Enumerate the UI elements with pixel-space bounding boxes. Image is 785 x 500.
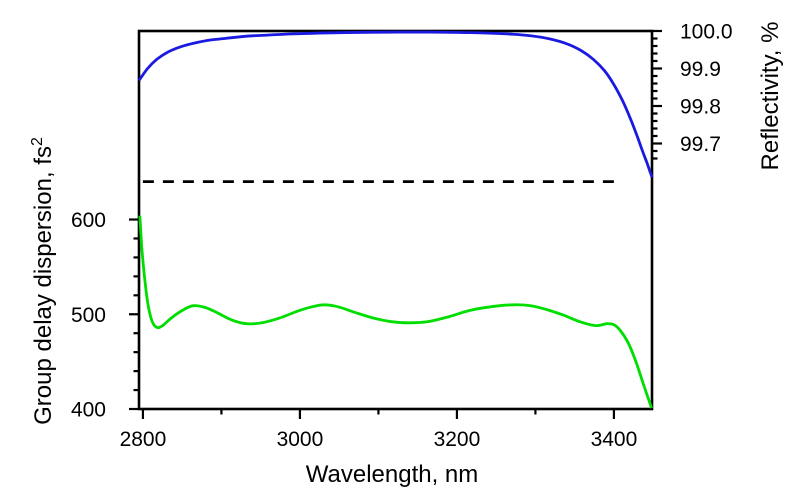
- plot-area: 2800 3000 3200 3400 400 500 600 99.7 99.8 99.9 100…: [71, 21, 733, 452]
- reflectivity-curve: [137, 30, 654, 178]
- y-left-tick-label: 400: [71, 399, 106, 422]
- y-right-tick-label: 99.9: [680, 58, 721, 81]
- x-axis-title: Wavelength, nm: [306, 461, 479, 488]
- y-right-tick-label: 100.0: [680, 21, 733, 44]
- y-right-tick-label: 99.7: [680, 133, 721, 156]
- y-left-tick-label: 500: [71, 304, 106, 327]
- x-tick-label: 2800: [120, 428, 167, 451]
- plot-frame: [137, 29, 654, 411]
- x-tick-label: 3200: [434, 428, 481, 451]
- group-delay-dispersion-curve: [138, 215, 653, 409]
- y-left-axis-title-superscript: 2: [29, 137, 46, 146]
- x-tick-label: 3400: [591, 428, 638, 451]
- y-left-tick-label: 600: [71, 209, 106, 232]
- y-left-axis-title: Group delay dispersion, fs2: [29, 137, 57, 425]
- x-tick-label: 3000: [277, 428, 324, 451]
- y-right-axis-title: Reflectivity, %: [757, 22, 784, 171]
- y-right-tick-label: 99.8: [680, 96, 721, 119]
